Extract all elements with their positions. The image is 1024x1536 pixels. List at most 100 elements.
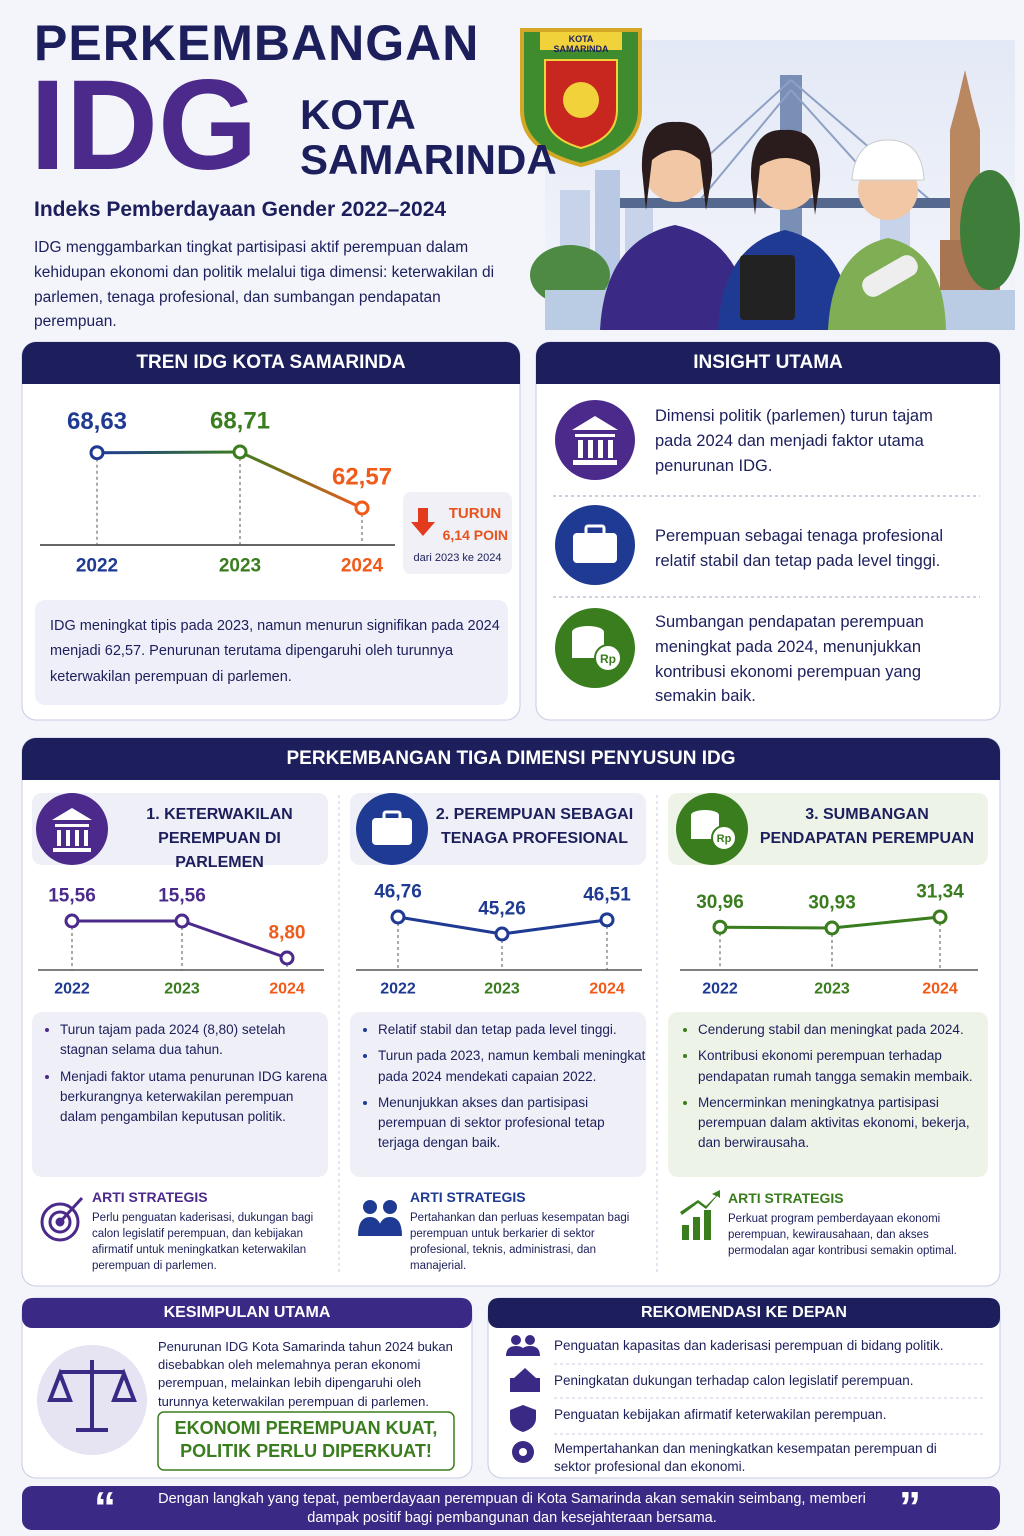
category-label: 2023 <box>814 981 850 998</box>
point <box>494 926 510 942</box>
dimension-title: 3. SUMBANGAN PENDAPATAN PEREMPUAN <box>759 806 975 847</box>
strategy-heading: ARTI STRATEGIS <box>728 1190 844 1206</box>
title-top: PERKEMBANGAN <box>34 15 480 71</box>
quote-mark: “ <box>94 1483 116 1532</box>
point <box>599 912 615 928</box>
conclusion-band <box>22 1298 472 1328</box>
down-arrow <box>411 508 435 536</box>
category-label: 2024 <box>922 981 958 998</box>
category-label: 2022 <box>54 981 90 998</box>
icon-growth <box>680 1190 720 1240</box>
category-label: 2023 <box>219 556 261 577</box>
point <box>174 913 190 929</box>
strategy-text: Perlu penguatan kaderisasi, dukungan bag… <box>92 1212 314 1273</box>
recommendation: Peningkatan dukungan terhadap calon legi… <box>554 1373 914 1388</box>
bullet-card <box>668 1012 988 1177</box>
badge-note: dari 2023 ke 2024 <box>413 552 502 564</box>
insight-text: Perempuan sebagai tenaga profesional rel… <box>655 527 944 570</box>
value-label: 68,71 <box>210 407 270 434</box>
category-label: 2022 <box>702 981 738 998</box>
value-label: 31,34 <box>916 882 964 903</box>
point <box>712 919 728 935</box>
slogan: EKONOMI PEREMPUAN KUAT, POLITIK PERLU DI… <box>174 1418 438 1462</box>
strategy-text: Perkuat program pemberdayaan ekonomi per… <box>728 1213 957 1258</box>
bullet-card <box>350 1012 646 1177</box>
value-label: 46,51 <box>583 884 631 905</box>
dimensions-band <box>22 758 1000 780</box>
bullet-list: Cenderung stabil dan meningkat pada 2024… <box>680 1020 988 1160</box>
line-segment <box>719 925 833 930</box>
section-heading: INSIGHT UTAMA <box>693 352 843 373</box>
section-heading: KESIMPULAN UTAMA <box>163 1304 331 1321</box>
title-city: KOTA SAMARINDA <box>300 91 557 184</box>
value-label: 15,56 <box>48 886 96 907</box>
line-segment <box>831 915 941 930</box>
value-label: 62,57 <box>332 463 392 490</box>
section-heading: TREN IDG KOTA SAMARINDA <box>136 352 406 373</box>
bullet-list: Relatif stabil dan tetap pada level ting… <box>360 1020 648 1160</box>
point <box>64 913 80 929</box>
trend-band <box>22 362 520 384</box>
icon-parliament <box>36 793 108 865</box>
description: IDG menggambarkan tingkat partisipasi ak… <box>34 239 495 331</box>
bullet: Menunjukkan akses dan partisipasi peremp… <box>378 1093 648 1154</box>
strategy-heading: ARTI STRATEGIS <box>92 1189 208 1205</box>
recommendation: Penguatan kebijakan afirmatif keterwakil… <box>554 1407 887 1422</box>
logo <box>520 28 642 168</box>
title-card <box>350 793 646 865</box>
bullet-list: Turun tajam pada 2024 (8,80) setelah sta… <box>42 1020 330 1133</box>
recommendation: Mempertahankan dan meningkatkan kesempat… <box>554 1441 937 1474</box>
bullet: Cenderung stabil dan meningkat pada 2024… <box>698 1020 988 1040</box>
value-label: 68,63 <box>67 408 127 435</box>
icon-target <box>40 1196 84 1242</box>
title-card <box>668 793 988 865</box>
recommendation: Penguatan kapasitas dan kaderisasi perem… <box>554 1338 944 1353</box>
insight-band <box>536 362 1000 384</box>
category-label: 2022 <box>380 981 416 998</box>
line-segment <box>501 918 608 936</box>
point <box>232 444 248 460</box>
strategy-text: Pertahankan dan perluas kesempatan bagi … <box>410 1212 630 1273</box>
value-label: 45,26 <box>478 899 526 920</box>
category-label: 2022 <box>76 556 118 577</box>
bullet: Kontribusi ekonomi perempuan terhadap pe… <box>698 1046 988 1087</box>
title-card <box>32 793 328 865</box>
value-label: 46,76 <box>374 882 422 903</box>
dimension-title: 2. PEREMPUAN SEBAGAI TENAGA PROFESIONAL <box>435 806 634 847</box>
badge-label: TURUN <box>448 505 502 522</box>
line-segment <box>239 450 363 510</box>
recommendations-band <box>488 1298 1000 1328</box>
summary-box <box>35 600 508 705</box>
bullet-card <box>32 1012 328 1177</box>
title-main: IDG <box>30 54 258 197</box>
point <box>279 950 295 966</box>
point <box>824 920 840 936</box>
value-label: 30,96 <box>696 892 744 913</box>
quote-band <box>22 1486 1000 1530</box>
insight-text: Sumbangan pendapatan perempuan meningkat… <box>655 613 924 706</box>
insight-text: Dimensi politik (parlemen) turun tajam p… <box>655 407 933 475</box>
conclusion-text: Penurunan IDG Kota Samarinda tahun 2024 … <box>158 1339 453 1409</box>
slogan-box <box>157 1411 455 1471</box>
bullet: Turun pada 2023, namun kembali meningkat… <box>378 1046 648 1087</box>
badge <box>403 492 512 574</box>
point <box>390 909 406 925</box>
illustration <box>530 40 1020 330</box>
logo-text: KOTA SAMARINDA <box>553 34 609 54</box>
category-label: 2024 <box>341 556 384 577</box>
strategy-heading: ARTI STRATEGIS <box>410 1189 526 1205</box>
rec-icons <box>506 1335 540 1463</box>
bullet: Mencerminkan meningkatnya partisipasi pe… <box>698 1093 988 1154</box>
value-label: 8,80 <box>269 923 306 944</box>
point <box>354 500 370 516</box>
quote-text: Dengan langkah yang tepat, pemberdayaan … <box>158 1491 866 1526</box>
category-label: 2023 <box>164 981 200 998</box>
line-segment <box>397 915 503 936</box>
subtitle: Indeks Pemberdayaan Gender 2022–2024 <box>34 198 447 221</box>
point <box>932 909 948 925</box>
line-segment <box>96 450 241 455</box>
bullet: Menjadi faktor utama penurunan IDG karen… <box>60 1067 330 1128</box>
value-label: 30,93 <box>808 893 856 914</box>
